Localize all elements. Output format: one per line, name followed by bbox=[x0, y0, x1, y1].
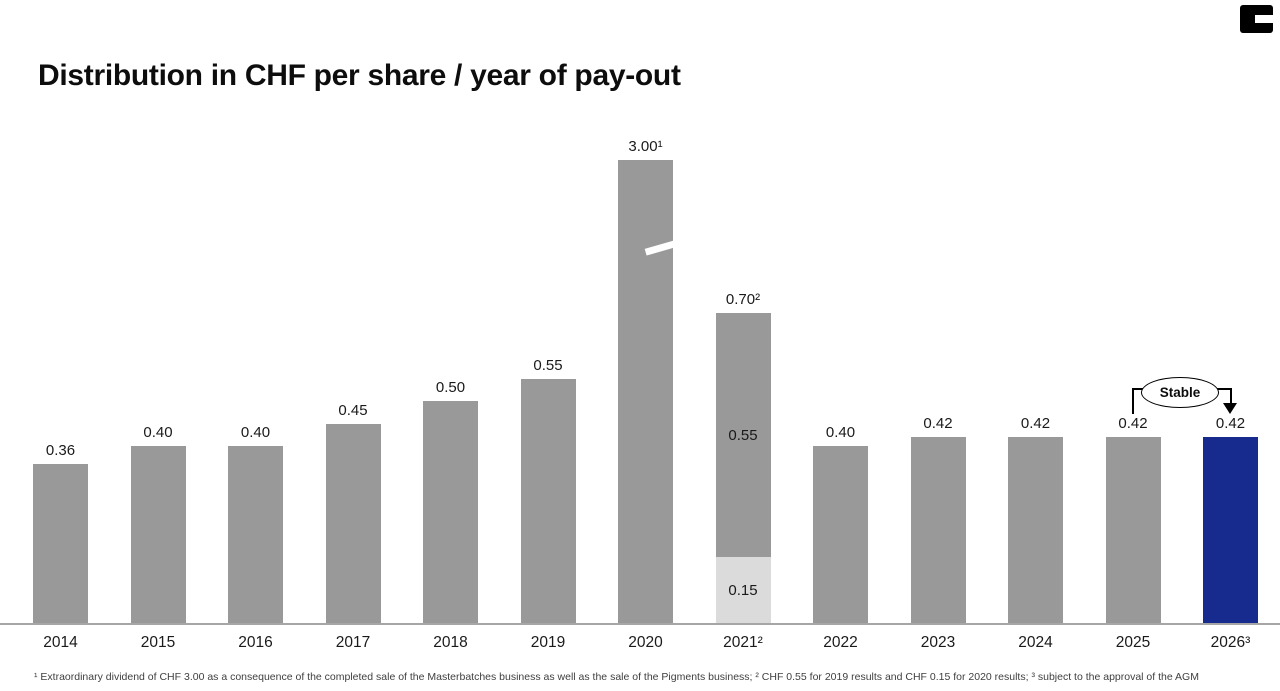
bar: 0.55 0.15 bbox=[715, 313, 771, 623]
x-axis-tick-label: 2020 bbox=[628, 634, 663, 651]
company-logo-icon bbox=[1240, 5, 1273, 33]
x-axis-tick-label: 2014 bbox=[43, 634, 78, 651]
bar-value-label: 0.45 bbox=[338, 402, 368, 419]
segment-value-label: 0.15 bbox=[728, 581, 758, 599]
stable-arrow-shaft bbox=[1229, 388, 1232, 404]
x-axis-line bbox=[0, 623, 1280, 625]
bar-value-label: 0.40 bbox=[240, 424, 271, 441]
stable-bracket-left-line bbox=[1132, 388, 1134, 414]
axis-break-mark bbox=[644, 239, 680, 256]
bar bbox=[228, 446, 283, 623]
stable-arrowhead-icon bbox=[1223, 403, 1237, 414]
bar-segment: 0.55 bbox=[715, 313, 771, 557]
bar bbox=[130, 446, 186, 623]
bar-value-label: 0.70² bbox=[725, 291, 761, 308]
x-axis-tick-label: 2016 bbox=[238, 634, 273, 651]
bar-value-label: 3.00¹ bbox=[628, 138, 663, 155]
bar-value-label: 0.55 bbox=[533, 357, 563, 374]
x-axis-tick-label: 2022 bbox=[823, 634, 858, 651]
bar bbox=[325, 424, 381, 623]
bar-value-label: 0.40 bbox=[143, 424, 173, 441]
x-axis-tick-label: 2021² bbox=[723, 634, 763, 651]
page-title: Distribution in CHF per share / year of … bbox=[38, 59, 681, 92]
x-axis-tick-label: 2015 bbox=[140, 634, 176, 651]
footnote: ¹ Extraordinary dividend of CHF 3.00 as … bbox=[34, 671, 1199, 683]
bar-value-label: 0.50 bbox=[435, 379, 466, 396]
bar bbox=[618, 160, 680, 623]
bar-value-label: 0.40 bbox=[825, 424, 856, 441]
bar bbox=[910, 437, 966, 623]
bar bbox=[33, 464, 88, 623]
x-axis-tick-label: 2019 bbox=[530, 634, 566, 651]
bar bbox=[520, 379, 576, 623]
bar bbox=[1105, 437, 1161, 623]
bar-value-label: 0.36 bbox=[45, 442, 76, 459]
stable-badge: Stable bbox=[1141, 377, 1219, 408]
bar bbox=[1008, 437, 1063, 623]
x-axis-tick-label: 2018 bbox=[433, 634, 468, 651]
segment-value-label: 0.55 bbox=[728, 426, 758, 444]
bar-value-label: 0.42 bbox=[1215, 415, 1246, 432]
x-axis-tick-label: 2026³ bbox=[1210, 634, 1251, 651]
x-axis-tick-label: 2024 bbox=[1018, 634, 1053, 651]
bar bbox=[423, 401, 478, 623]
bar-value-label: 0.42 bbox=[923, 415, 953, 432]
bar-segment: 0.15 bbox=[715, 557, 771, 623]
bar bbox=[813, 446, 868, 623]
logo-notch bbox=[1255, 15, 1273, 23]
x-axis-tick-label: 2017 bbox=[335, 634, 371, 651]
bar bbox=[1203, 437, 1258, 623]
x-axis-tick-label: 2023 bbox=[920, 634, 956, 651]
bar-value-label: 0.42 bbox=[1020, 415, 1051, 432]
x-axis-tick-label: 2025 bbox=[1115, 634, 1151, 651]
bar-value-label: 0.42 bbox=[1118, 415, 1148, 432]
